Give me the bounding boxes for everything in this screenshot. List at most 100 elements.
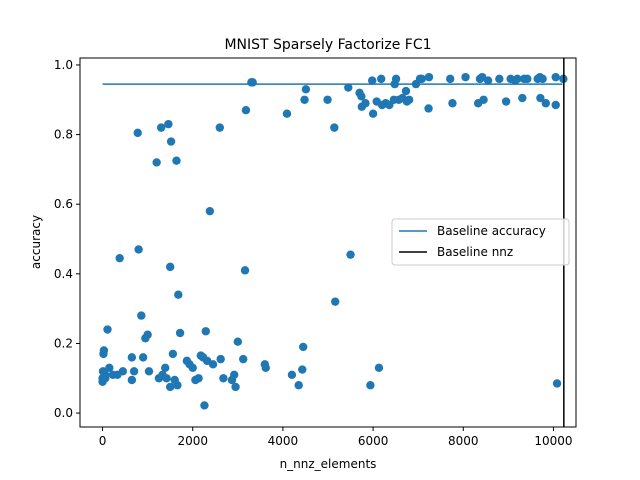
data-point [162,374,171,383]
plot-frame [79,57,577,428]
data-point [538,74,547,84]
y-tick-label: 1.0 [54,58,73,72]
plot-area [98,58,568,427]
y-tick-label: 0.2 [54,336,73,350]
data-point [357,92,366,101]
data-point [344,83,353,92]
data-point [138,353,148,362]
data-point [216,354,225,364]
data-point [205,206,215,216]
data-point [282,109,292,118]
y-tick-label: 0.8 [54,128,73,142]
data-point [331,297,340,306]
data-point [166,137,176,146]
data-point [219,374,228,383]
data-point [172,156,181,165]
data-point [479,95,488,104]
data-point [105,363,114,373]
y-tick-label: 0.4 [54,267,73,281]
data-point [367,76,377,85]
data-point [233,337,243,346]
x-tick-label: 2000 [177,434,208,448]
data-point [152,158,161,167]
data-point [137,311,146,320]
data-point [168,349,178,359]
data-point [518,93,527,103]
data-point [541,99,550,108]
legend-box [391,218,570,266]
data-point [208,360,218,369]
data-point [165,382,175,392]
data-point [298,365,307,374]
data-point [366,381,375,390]
data-point [241,106,251,115]
x-tick-label: 8000 [448,434,479,448]
data-point [424,104,433,113]
data-point [174,290,183,299]
x-tick-label: 10000 [534,434,572,448]
y-tick-label: 0.6 [54,197,73,211]
data-point [188,363,197,373]
data-point [461,72,470,82]
data-point [401,86,411,96]
data-point [287,370,297,379]
data-point [127,375,137,385]
data-point [448,99,457,108]
data-point [144,367,154,376]
data-point [129,367,139,376]
data-point [346,250,355,259]
data-point [101,374,110,383]
x-tick-label: 6000 [358,434,389,448]
y-axis: 0.0 0.2 0.4 0.6 0.8 1.0 [54,58,80,420]
data-point [551,100,560,110]
x-tick-label: 0 [99,434,107,448]
data-point [501,97,511,106]
data-point [118,367,128,376]
data-point [248,78,257,87]
data-point [240,266,250,275]
x-axis: 0 2000 4000 6000 8000 10000 [99,427,573,448]
data-point [261,363,270,373]
data-point [194,374,203,383]
data-point [164,119,173,129]
data-point [483,76,493,85]
data-point [445,74,455,84]
x-tick-label: 4000 [268,434,299,448]
data-point [552,379,562,388]
x-axis-label: n_nnz_elements [280,457,377,471]
legend: Baseline accuracy Baseline nnz [391,218,570,266]
data-point [361,99,370,108]
data-point [299,342,308,352]
data-point [175,328,185,338]
data-point [133,128,142,138]
data-point [368,109,378,118]
data-point [536,93,545,103]
data-point [404,95,414,104]
data-point [551,72,560,82]
data-point [230,370,239,379]
data-point [523,74,532,84]
data-point [377,74,386,84]
data-point [134,245,143,254]
data-point [294,381,303,390]
data-point [239,354,248,364]
data-point [200,401,209,410]
data-point [301,85,311,94]
data-point [173,381,182,390]
data-point [495,74,504,84]
data-point [513,74,522,84]
data-point [374,363,384,373]
data-point [424,72,434,82]
y-tick-label: 0.0 [54,406,73,420]
data-point [323,95,332,104]
data-point [165,262,175,272]
data-point [201,327,211,336]
data-point [417,74,426,84]
data-point [330,123,339,132]
legend-label-baseline-nnz: Baseline nnz [437,245,513,259]
data-point [231,382,240,392]
data-point [98,367,108,376]
data-point [143,330,152,339]
data-point [156,123,166,132]
